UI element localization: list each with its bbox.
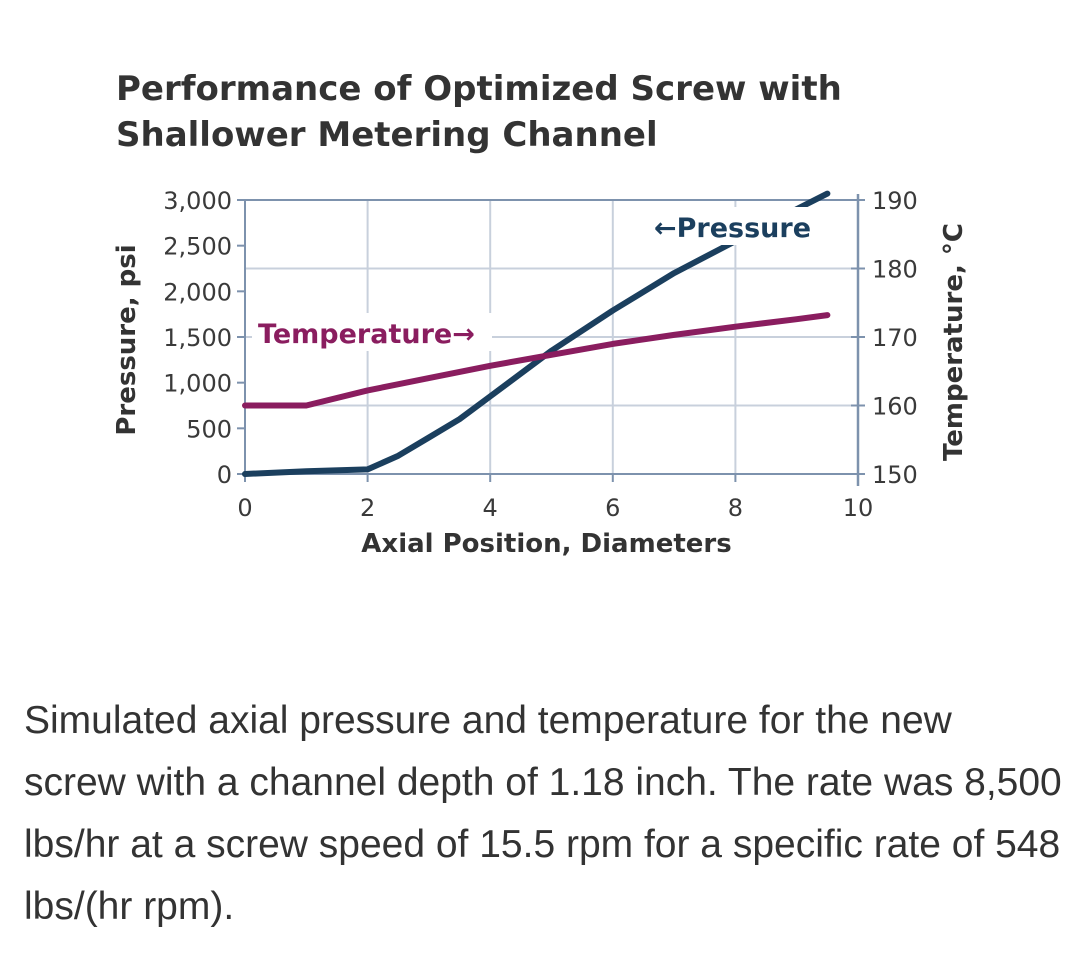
y-left-tick-label: 2,500 [163,233,232,261]
y-axis-right-title: Temperature, °C [939,223,969,461]
temperature-annotation: Temperature→ [258,319,475,350]
x-tick-label: 4 [483,494,498,522]
x-tick-label: 8 [728,494,743,522]
pressure-annotation-background [648,207,834,245]
y-axis-left-title: Pressure, psi [112,244,142,435]
y-right-tick-label: 150 [872,461,918,489]
y-right-tick-label: 180 [872,256,918,284]
x-tick-label: 6 [605,494,620,522]
y-left-tick-label: 2,000 [163,278,232,306]
y-right-tick-label: 170 [872,324,918,352]
x-tick-label: 0 [237,494,252,522]
chart-figure: Performance of Optimized Screw with Shal… [112,69,969,559]
y-left-tick-label: 500 [186,415,232,443]
temperature-annotation-background [252,313,492,351]
figure-caption: Simulated axial pressure and temperature… [24,699,1062,928]
tick-labels: 0 500 1,000 1,500 2,000 2,500 3,000 150 160 170 18… [163,187,918,522]
pressure-annotation: ←Pressure [654,213,811,244]
y-left-tick-label: 1,000 [163,370,232,398]
x-tick-label: 2 [360,494,375,522]
y-left-tick-label: 0 [217,461,232,489]
y-right-tick-label: 160 [872,393,918,421]
axes [237,194,865,486]
x-tick-label: 10 [843,494,874,522]
y-left-tick-label: 3,000 [163,187,232,215]
y-right-tick-label: 190 [872,187,918,215]
chart-title-line-1: Performance of Optimized Screw with [116,69,842,109]
temperature-series-line [242,312,831,409]
y-left-tick-label: 1,500 [163,324,232,352]
chart-title-line-2: Shallower Metering Channel [116,115,658,155]
x-axis-title: Axial Position, Diameters [361,529,731,559]
